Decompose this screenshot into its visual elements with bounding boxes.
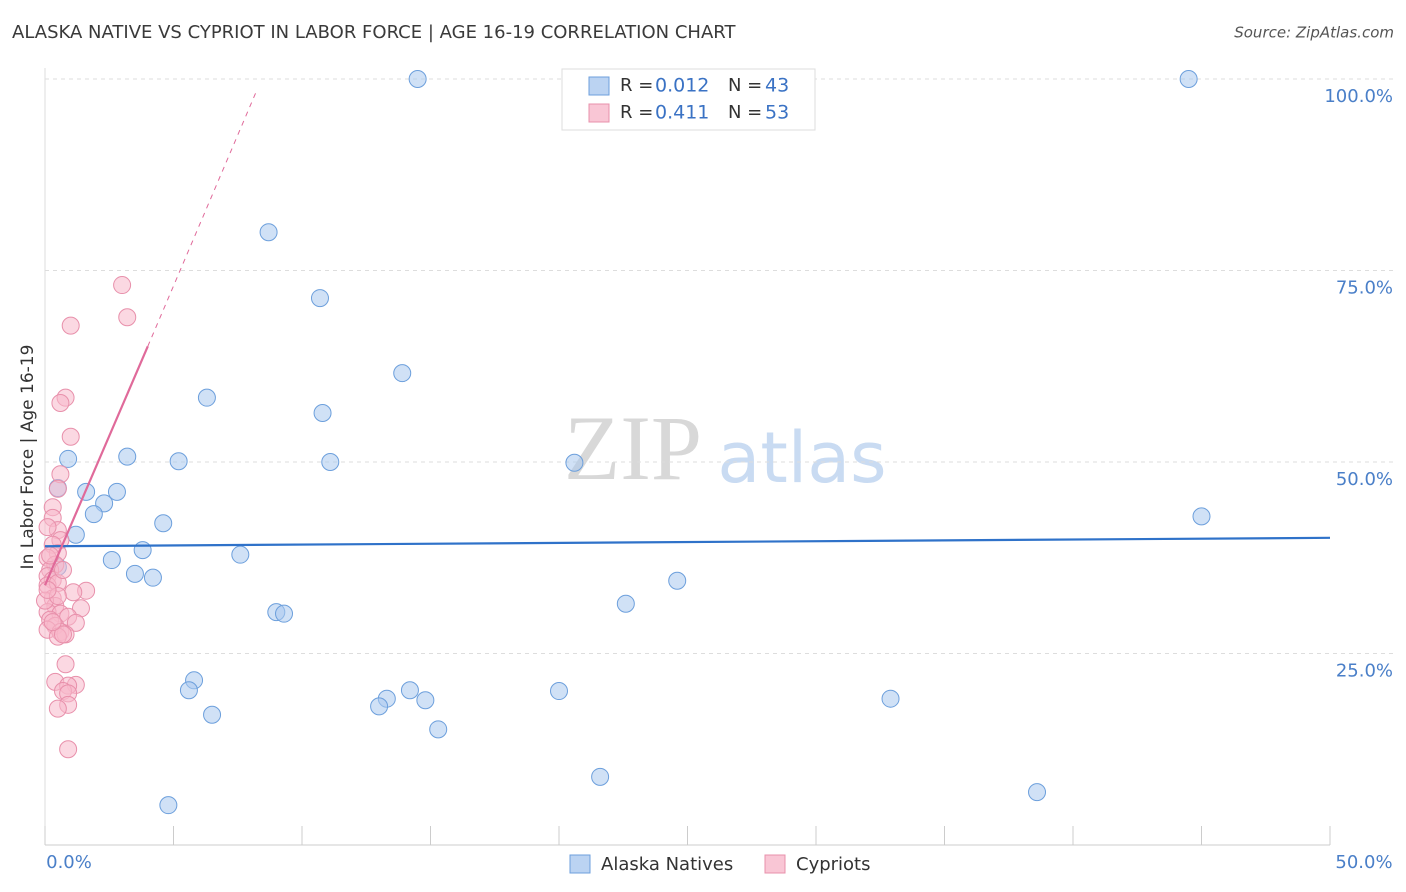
scatter-point [408,70,427,88]
scatter-point [118,308,137,327]
scatter-point [550,682,568,701]
scatter-point [102,551,121,570]
y-tick-label: 50.0% [1336,469,1393,490]
scatter-point [313,403,332,422]
legend-r-value: 0.411 [655,102,709,124]
scatter-point [43,613,62,632]
legend-n-label: N = [728,102,762,123]
trend-line [44,536,1331,548]
scatter-point [118,447,137,466]
legend-swatch [764,854,786,874]
trend-line [43,345,149,586]
scatter-point [169,452,188,471]
scatter-point [616,594,635,613]
scatter-point [400,681,419,700]
watermark: ZIP [564,397,702,499]
scatter-point [275,604,294,623]
legend-label: Cypriots [796,854,871,875]
scatter-point [61,427,80,446]
scatter-point [321,453,340,471]
watermark: atlas [717,417,886,499]
x-tick-label: 0.0% [46,852,92,873]
scatter-point [113,276,132,295]
scatter-point [64,583,83,602]
scatter-point [38,518,57,537]
scatter-point [203,705,222,724]
y-tick-label: 25.0% [1336,661,1393,682]
scatter-point [133,541,152,560]
scatter-point [591,767,610,786]
scatter-point [259,223,278,242]
scatter-point [143,568,162,587]
scatter-point [53,561,72,580]
scatter-point [429,720,448,739]
scatter-point [154,514,173,533]
scatter-point [59,449,78,468]
scatter-point [53,625,72,644]
legend-swatch [569,854,591,874]
scatter-point [881,689,900,708]
scatter-point [66,613,85,632]
scatter-point [370,697,389,716]
legend-n-label: N = [728,75,762,96]
source: Source: ZipAtlas.com [1234,24,1394,42]
scatter-point [393,364,412,383]
scatter-point [84,505,103,524]
scatter-point [231,545,250,564]
scatter-point [197,388,216,407]
legend-swatch [588,76,610,96]
y-tick-label: 75.0% [1336,278,1393,299]
y-tick-label: 100.0% [1324,86,1393,107]
scatter-point [38,580,57,599]
legend-n-value: 53 [765,102,789,124]
chart-title: ALASKA NATIVE VS CYPRIOT IN LABOR FORCE … [12,22,736,43]
scatter-point [668,571,687,590]
legend-r-value: 0.012 [655,75,709,97]
scatter-point [51,394,70,413]
x-tick-label: 50.0% [1335,852,1392,873]
scatter-point [107,482,126,501]
scatter-point [59,740,78,759]
scatter-point [1179,70,1198,88]
y-axis-label: In Labor Force | Age 16-19 [18,345,38,570]
scatter-point [56,655,75,674]
scatter-point [61,316,80,335]
legend-swatch [588,103,610,123]
scatter-point [48,479,67,498]
scatter-point [1192,507,1211,526]
scatter-point [416,691,435,710]
legend-r-label: R = [620,102,653,123]
scatter-point [310,289,329,308]
legend-n-value: 43 [765,75,789,97]
trend-line-extension [147,92,257,347]
scatter-point [565,453,584,472]
scatter-point [179,681,198,700]
scatter-point [48,699,67,718]
scatter-point [125,564,144,583]
scatter-point [159,796,178,815]
legend-r-label: R = [620,75,653,96]
legend-label: Alaska Natives [601,854,733,875]
scatter-point [1028,783,1047,802]
